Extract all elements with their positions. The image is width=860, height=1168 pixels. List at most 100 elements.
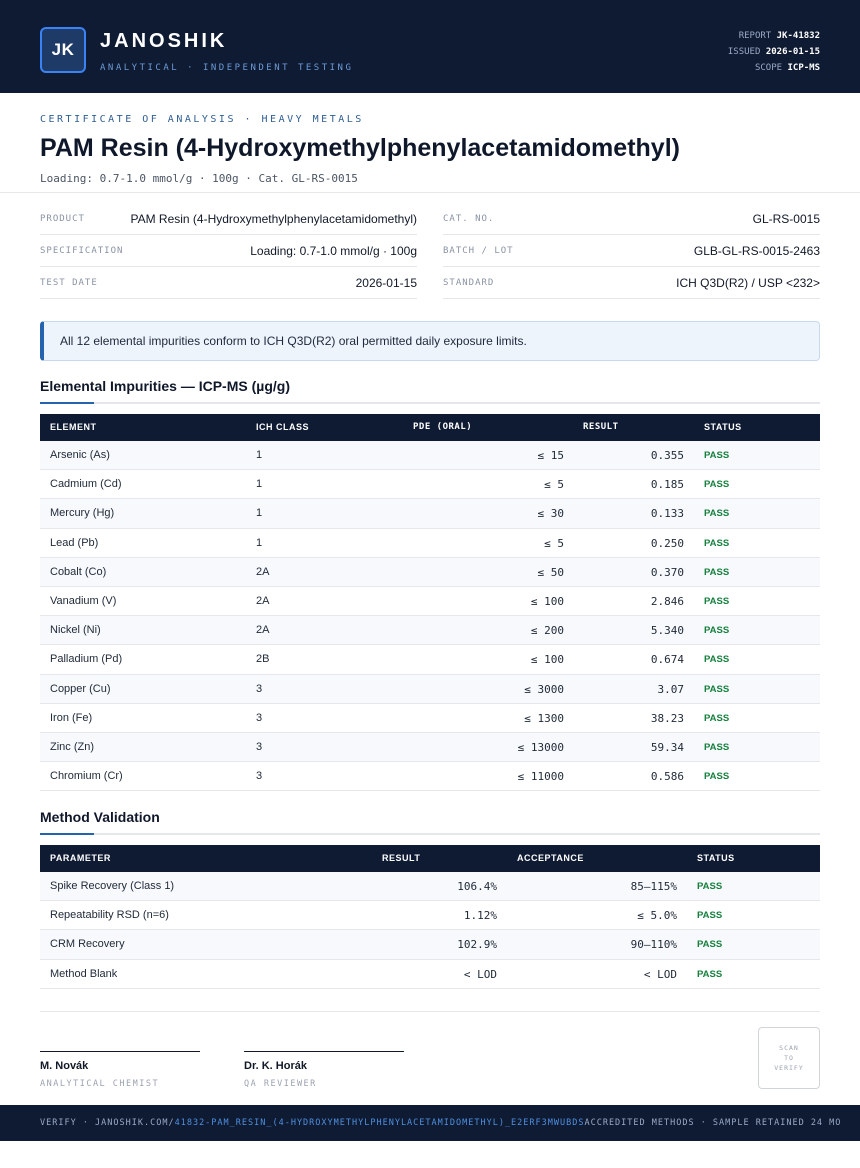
table-row: Repeatability RSD (n=6) 1.12% ≤ 5.0% PASS <box>40 901 820 931</box>
table-row: Lead (Pb) 1 ≤ 5 0.250 PASS <box>40 529 820 558</box>
table-body: Spike Recovery (Class 1) 106.4% 85–115% PAS… <box>40 872 820 989</box>
ich-class-cell: 3 <box>256 711 263 724</box>
info-batch: BATCH / LOT GLB-GL-RS-0015-2463 <box>443 235 820 267</box>
status-badge: PASS <box>704 595 730 607</box>
table-header: ELEMENT ICH CLASS PDE (ORAL) RESULT STAT… <box>40 414 820 441</box>
pde-cell: ≤ 3000 <box>524 682 564 696</box>
table-body: Arsenic (As) 1 ≤ 15 0.355 PASS Cadmium (Cd) 1 ≤… <box>40 441 820 792</box>
doc-subtitle: Loading: 0.7-1.0 mmol/g · 100g · Cat. GL… <box>40 172 358 185</box>
table-row: Mercury (Hg) 1 ≤ 30 0.133 PASS <box>40 499 820 529</box>
report-meta: REPORT JK-41832 ISSUED 2026-01-15 SCOPE … <box>728 28 820 76</box>
pde-cell: ≤ 5 <box>544 536 564 550</box>
element-cell: Lead (Pb) <box>50 536 99 549</box>
signature-reviewer: Dr. K. Horák QA REVIEWER <box>244 1051 404 1089</box>
status-badge: PASS <box>704 537 730 549</box>
parameter-cell: CRM Recovery <box>50 938 125 951</box>
ich-class-cell: 3 <box>256 770 263 783</box>
report-header: JK JANOSHIK ANALYTICAL · INDEPENDENT TES… <box>0 0 860 93</box>
ich-class-cell: 2A <box>256 594 270 607</box>
result-cell: 0.674 <box>650 653 684 667</box>
ich-class-cell: 1 <box>256 536 263 549</box>
ich-class-cell: 3 <box>256 740 263 753</box>
element-cell: Chromium (Cr) <box>50 770 123 783</box>
result-cell: 0.133 <box>650 507 684 521</box>
result-cell: 102.9% <box>457 938 497 952</box>
section-rule <box>40 833 820 835</box>
table-row: Method Blank < LOD < LOD PASS <box>40 960 820 989</box>
table-row: Cadmium (Cd) 1 ≤ 5 0.185 PASS <box>40 470 820 500</box>
pde-cell: ≤ 200 <box>530 624 564 638</box>
meta-report: REPORT JK-41832 <box>738 31 820 41</box>
table-row: Zinc (Zn) 3 ≤ 13000 59.34 PASS <box>40 732 820 763</box>
acceptance-cell: 90–110% <box>630 938 677 952</box>
result-cell: < LOD <box>463 967 497 981</box>
status-badge: PASS <box>704 771 730 783</box>
ich-class-cell: 1 <box>256 507 263 520</box>
acceptance-cell: < LOD <box>643 967 677 981</box>
status-badge: PASS <box>704 625 730 637</box>
pde-cell: ≤ 30 <box>537 507 565 521</box>
ich-class-cell: 2A <box>256 624 270 637</box>
element-cell: Cobalt (Co) <box>50 565 107 578</box>
result-cell: 0.250 <box>650 536 684 550</box>
result-cell: 5.340 <box>650 624 684 638</box>
parameter-cell: Spike Recovery (Class 1) <box>50 880 175 892</box>
ich-class-cell: 1 <box>256 478 263 491</box>
element-cell: Mercury (Hg) <box>50 507 115 520</box>
status-badge: PASS <box>704 508 730 520</box>
pde-cell: ≤ 11000 <box>517 770 564 784</box>
result-cell: 2.846 <box>650 594 684 608</box>
status-badge: PASS <box>697 968 723 980</box>
status-badge: PASS <box>704 566 730 578</box>
section-rule <box>40 402 820 404</box>
table-row: CRM Recovery 102.9% 90–110% PASS <box>40 930 820 960</box>
table-row: Iron (Fe) 3 ≤ 1300 38.23 PASS <box>40 704 820 733</box>
impurities-table: ELEMENT ICH CLASS PDE (ORAL) RESULT STAT… <box>40 414 820 792</box>
element-cell: Nickel (Ni) <box>50 624 101 637</box>
ich-class-cell: 2B <box>256 653 270 666</box>
info-specification: SPECIFICATION Loading: 0.7-1.0 mmol/g · … <box>40 235 417 267</box>
logo: JK <box>40 27 86 73</box>
status-badge: PASS <box>704 479 730 491</box>
table-row: Palladium (Pd) 2B ≤ 100 0.674 PASS <box>40 645 820 675</box>
status-badge: PASS <box>697 881 723 892</box>
status-badge: PASS <box>704 712 730 724</box>
status-badge: PASS <box>704 741 730 753</box>
info-cat-no: CAT. NO. GL-RS-0015 <box>443 203 820 235</box>
divider <box>40 1011 820 1012</box>
status-badge: PASS <box>697 939 723 951</box>
table-row: Vanadium (V) 2A ≤ 100 2.846 PASS <box>40 587 820 617</box>
element-cell: Zinc (Zn) <box>50 740 94 753</box>
result-cell: 106.4% <box>457 880 497 893</box>
verify-qr-code[interactable]: SCAN TO VERIFY <box>758 1027 820 1089</box>
verify-link[interactable]: 41832-PAM_RESIN_(4-HYDROXYMETHYLPHENYLAC… <box>174 1118 585 1128</box>
table-row: Cobalt (Co) 2A ≤ 50 0.370 PASS <box>40 557 820 587</box>
result-cell: 59.34 <box>650 740 684 754</box>
result-cell: 38.23 <box>650 711 684 725</box>
status-badge: PASS <box>704 450 730 461</box>
status-badge: PASS <box>704 654 730 666</box>
pde-cell: ≤ 15 <box>537 449 565 462</box>
signature-analyst: M. Novák ANALYTICAL CHEMIST <box>40 1051 200 1089</box>
info-test-date: TEST DATE 2026-01-15 <box>40 267 417 299</box>
result-cell: 0.355 <box>650 449 684 462</box>
pde-cell: ≤ 1300 <box>524 711 564 725</box>
brand-name: JANOSHIK <box>100 30 228 52</box>
report-footer: VERIFY · JANOSHIK.COM/41832-PAM_RESIN_(4… <box>0 1105 860 1141</box>
info-standard: STANDARD ICH Q3D(R2) / USP <232> <box>443 267 820 299</box>
meta-scope: SCOPE ICP-MS <box>754 63 820 73</box>
conformance-notice: All 12 elemental impurities conform to I… <box>40 321 820 361</box>
result-cell: 1.12% <box>463 909 497 923</box>
parameter-cell: Repeatability RSD (n=6) <box>50 909 169 922</box>
pde-cell: ≤ 100 <box>530 653 564 667</box>
table-row: Copper (Cu) 3 ≤ 3000 3.07 PASS <box>40 674 820 704</box>
table-header: PARAMETER RESULT ACCEPTANCE STATUS <box>40 845 820 872</box>
table-row: Nickel (Ni) 2A ≤ 200 5.340 PASS <box>40 616 820 646</box>
info-product: PRODUCT PAM Resin (4-Hydroxymethylphenyl… <box>40 203 417 235</box>
ich-class-cell: 2A <box>256 565 270 578</box>
status-badge: PASS <box>697 910 723 922</box>
meta-issued: ISSUED 2026-01-15 <box>727 47 820 57</box>
doc-kicker: CERTIFICATE OF ANALYSIS · HEAVY METALS <box>40 114 364 125</box>
impurities-title: Elemental Impurities — ICP-MS (µg/g) <box>40 378 290 394</box>
ich-class-cell: 3 <box>256 682 263 695</box>
